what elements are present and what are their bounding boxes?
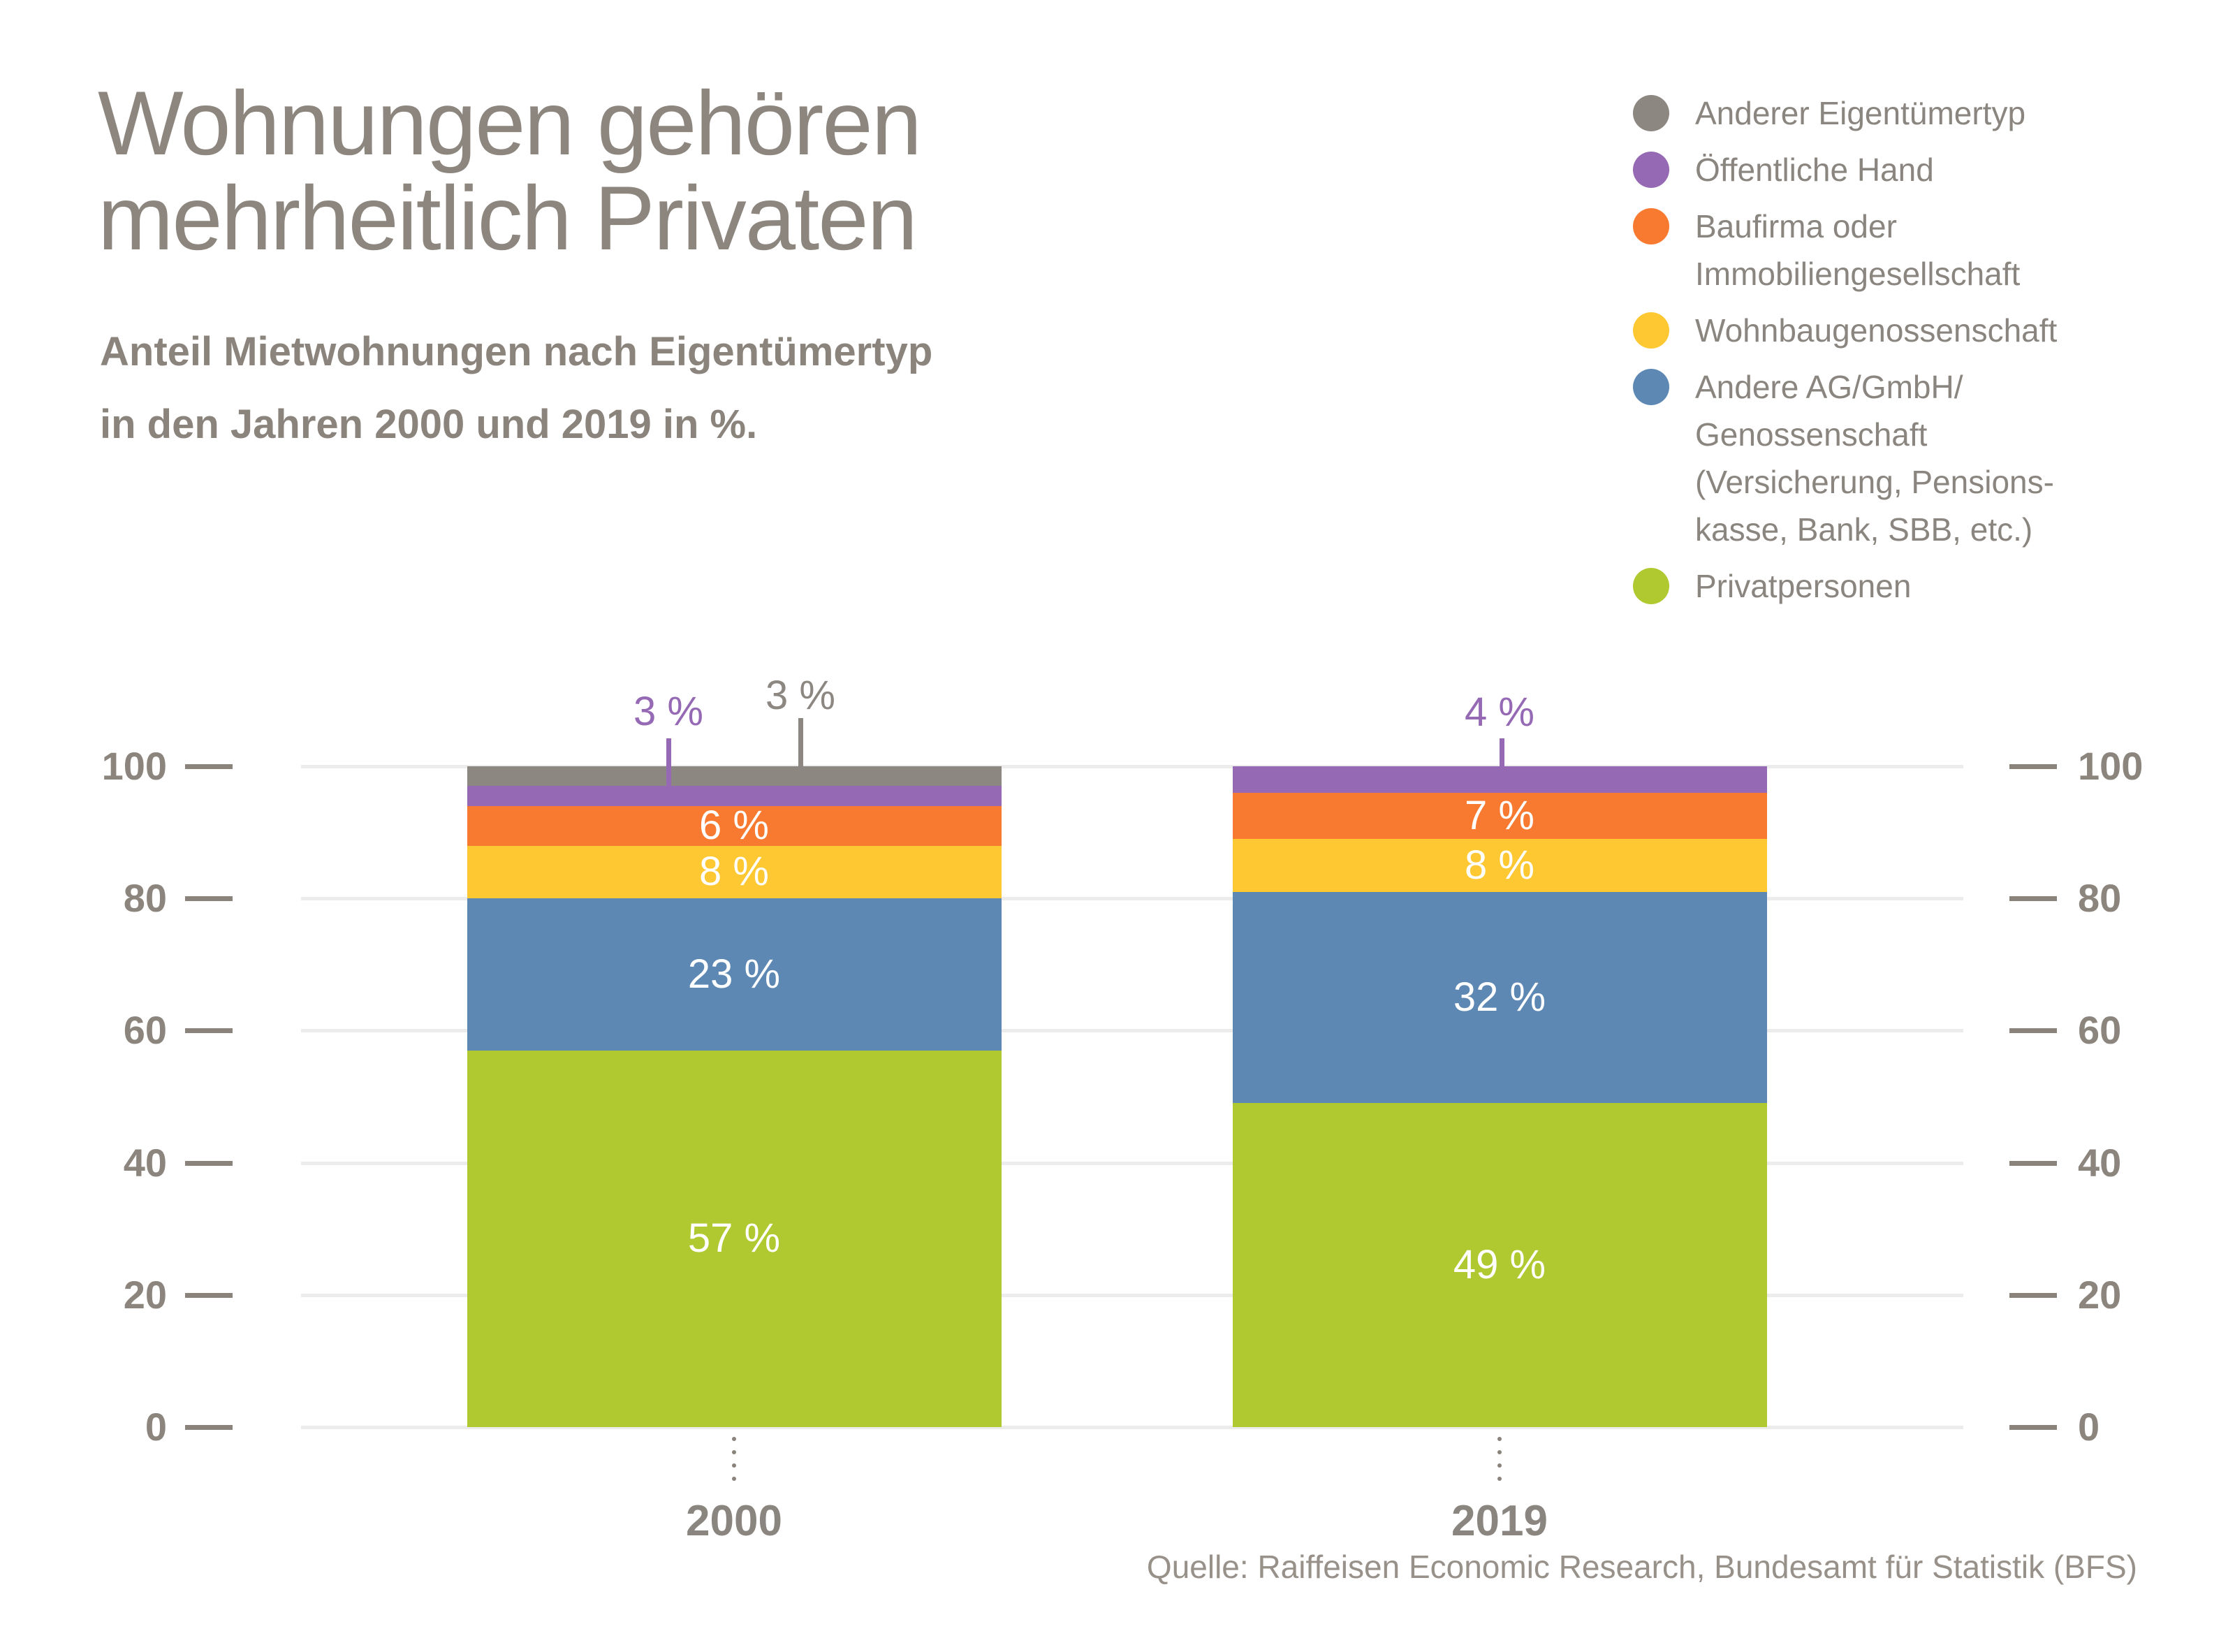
gridline-100 — [301, 765, 1963, 768]
y-axis-label-right-40: 40 — [2078, 1140, 2122, 1185]
y-axis-label-left-60: 60 — [123, 1008, 167, 1053]
bar-segment-2000-5 — [467, 766, 1002, 787]
legend-dot-icon — [1633, 208, 1669, 244]
segment-label-2019-2: 8 % — [1465, 842, 1534, 888]
legend-label: Anderer Eigentümertyp — [1695, 95, 2026, 131]
legend-item-3: Wohnbaugenossenschaft — [1633, 307, 2057, 354]
legend-label: Baufirma oder Immobiliengesellschaft — [1695, 208, 2021, 292]
y-tick-left-0 — [185, 1425, 233, 1430]
y-tick-left-40 — [185, 1160, 233, 1166]
y-tick-right-40 — [2009, 1160, 2057, 1166]
callout-label-2019-4: 4 % — [1465, 689, 1534, 735]
bar-segment-2019-0 — [1232, 1103, 1767, 1427]
bar-segment-2019-1 — [1232, 891, 1767, 1104]
x-axis-dotted-line — [1497, 1450, 1502, 1454]
bar-segment-2019-2 — [1232, 839, 1767, 892]
page-title-line1: Wohnungen gehören — [98, 72, 922, 174]
bar-segment-2000-1 — [467, 898, 1002, 1051]
y-tick-left-100 — [185, 764, 233, 769]
y-tick-right-80 — [2009, 896, 2057, 902]
y-tick-left-20 — [185, 1292, 233, 1298]
segment-label-2019-1: 32 % — [1453, 974, 1546, 1021]
legend-dot-icon — [1633, 568, 1669, 604]
y-axis-label-left-0: 0 — [145, 1405, 167, 1449]
x-axis-dotted-line — [732, 1463, 736, 1468]
x-axis-dotted-line — [1497, 1463, 1502, 1468]
x-axis-dotted-line — [732, 1477, 736, 1481]
x-axis-dotted-line — [732, 1437, 736, 1441]
y-axis-label-right-20: 20 — [2078, 1272, 2122, 1317]
legend: Anderer Eigentümertyp Öffentliche Hand Bau… — [1633, 89, 2057, 610]
legend-item-5: Privatpersonen — [1633, 562, 2057, 610]
legend-label: Wohnbaugenossenschaft — [1695, 312, 2058, 349]
callout-line-2000-5 — [798, 718, 803, 766]
callout-label-2000-4: 3 % — [633, 689, 703, 734]
bar-segment-2000-4 — [467, 786, 1002, 806]
y-tick-left-80 — [185, 896, 233, 902]
x-axis-label-2019: 2019 — [1451, 1497, 1548, 1545]
legend-item-1: Öffentliche Hand — [1633, 146, 2057, 193]
gridline-80 — [301, 897, 1963, 901]
chart-subtitle: Anteil Mietwohnungen nach Eigentümertyp … — [100, 316, 932, 461]
y-tick-right-60 — [2009, 1028, 2057, 1034]
source-note: Quelle: Raiffeisen Economic Research, Bu… — [1146, 1549, 2137, 1585]
segment-label-2000-2: 8 % — [699, 849, 769, 895]
bar-segment-2019-3 — [1232, 792, 1767, 840]
x-axis-dotted-line — [1497, 1437, 1502, 1441]
chart-subtitle-line2: in den Jahren 2000 und 2019 in %. — [100, 402, 758, 447]
bar-segment-2000-0 — [467, 1050, 1002, 1427]
y-axis-label-right-60: 60 — [2078, 1008, 2122, 1053]
page-title: Wohnungen gehören mehrheitlich Privaten — [98, 72, 922, 269]
y-tick-right-100 — [2009, 764, 2057, 769]
bar-segment-2019-4 — [1232, 766, 1767, 793]
segment-label-2019-0: 49 % — [1453, 1242, 1546, 1288]
legend-dot-icon — [1633, 312, 1669, 349]
callout-line-2019-4 — [1500, 738, 1504, 768]
legend-dot-icon — [1633, 369, 1669, 405]
legend-dot-icon — [1633, 95, 1669, 131]
page-title-line2: mehrheitlich Privaten — [98, 167, 918, 269]
legend-item-4: Andere AG/GmbH/Genossenschaft (Versicheru… — [1633, 363, 2057, 553]
legend-item-0: Anderer Eigentümertyp — [1633, 89, 2057, 137]
gridline-20 — [301, 1293, 1963, 1297]
chart-subtitle-line1: Anteil Mietwohnungen nach Eigentümertyp — [100, 329, 933, 374]
callout-line-2000-4 — [666, 738, 671, 787]
legend-item-2: Baufirma oder Immobiliengesellschaft — [1633, 203, 2057, 298]
y-axis-label-left-80: 80 — [123, 876, 167, 921]
y-tick-right-20 — [2009, 1292, 2057, 1298]
callout-label-2000-5: 3 % — [765, 673, 835, 718]
y-tick-right-0 — [2009, 1425, 2057, 1430]
bar-segment-2000-2 — [467, 845, 1002, 899]
gridline-40 — [301, 1161, 1963, 1165]
gridline-0 — [301, 1426, 1963, 1429]
legend-label: Andere AG/GmbH/Genossenschaft (Versicheru… — [1695, 369, 2054, 548]
x-axis-label-2000: 2000 — [686, 1497, 782, 1545]
y-axis-label-left-100: 100 — [101, 744, 167, 788]
y-axis-label-right-0: 0 — [2078, 1405, 2100, 1449]
gridline-60 — [301, 1029, 1963, 1033]
legend-label: Öffentliche Hand — [1695, 152, 1934, 188]
y-axis-label-right-100: 100 — [2078, 744, 2144, 788]
segment-label-2000-0: 57 % — [687, 1215, 781, 1262]
legend-label: Privatpersonen — [1695, 568, 1912, 604]
x-axis-dotted-line — [1497, 1477, 1502, 1481]
y-tick-left-60 — [185, 1028, 233, 1034]
bar-segment-2000-3 — [467, 805, 1002, 846]
y-axis-label-left-40: 40 — [123, 1140, 167, 1185]
x-axis-dotted-line — [732, 1450, 736, 1454]
segment-label-2000-3: 6 % — [699, 803, 769, 849]
y-axis-label-right-80: 80 — [2078, 876, 2122, 921]
segment-label-2000-1: 23 % — [687, 951, 781, 997]
segment-label-2019-3: 7 % — [1465, 792, 1534, 838]
y-axis-label-left-20: 20 — [123, 1272, 167, 1317]
legend-dot-icon — [1633, 152, 1669, 188]
